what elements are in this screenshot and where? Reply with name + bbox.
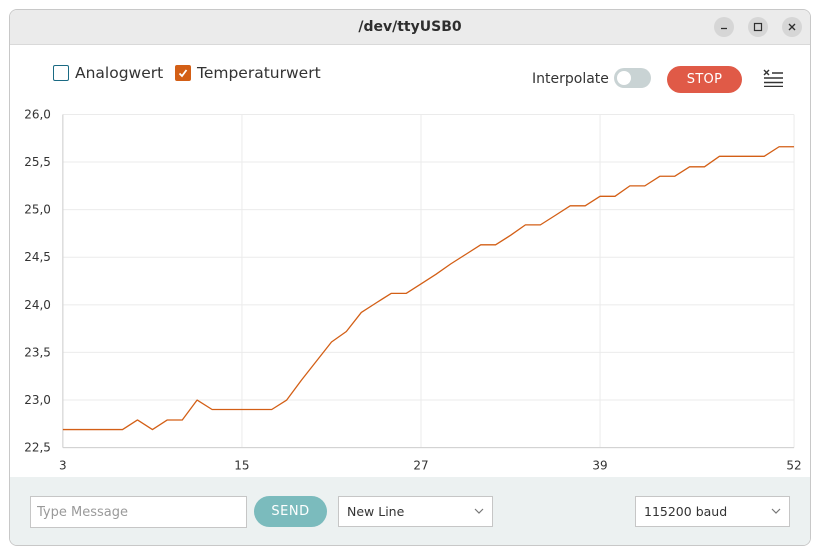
y-tick-label: 23,5 (24, 345, 51, 359)
interpolate-toggle[interactable] (614, 68, 651, 88)
stop-button[interactable]: STOP (667, 66, 742, 93)
plotter-toolbar: Analogwert Temperaturwert Interpolate ST… (10, 45, 810, 103)
checkbox-checked-icon[interactable] (175, 65, 191, 81)
toggle-knob (617, 71, 631, 85)
send-bar: SEND New Line 115200 baud (10, 477, 810, 545)
x-tick-label: 52 (786, 459, 801, 473)
x-tick-label: 15 (234, 459, 249, 473)
message-input[interactable] (30, 496, 247, 528)
y-tick-label: 24,0 (24, 298, 51, 312)
y-tick-label: 25,5 (24, 155, 51, 169)
title-bar: /dev/ttyUSB0 (10, 10, 810, 45)
y-tick-label: 22,5 (24, 441, 51, 455)
line-ending-value: New Line (347, 504, 405, 519)
series-label-temperaturwert: Temperaturwert (197, 64, 321, 82)
send-button[interactable]: SEND (254, 496, 327, 527)
x-tick-label: 27 (413, 459, 428, 473)
y-tick-label: 25,0 (24, 203, 51, 217)
series-toggle-analogwert[interactable]: Analogwert (53, 64, 163, 82)
line-ending-select[interactable]: New Line (338, 496, 493, 527)
chevron-down-icon (771, 508, 781, 514)
x-tick-label: 3 (59, 459, 67, 473)
checkbox-unchecked-icon[interactable] (53, 65, 69, 81)
chevron-down-icon (474, 508, 484, 514)
plot-area: 26,0 25,5 25,0 24,5 24,0 23,5 23,0 22,5 3 15 27 39 5… (24, 107, 801, 473)
clear-list-icon[interactable] (763, 69, 785, 91)
series-label-analogwert: Analogwert (75, 64, 164, 82)
x-tick-label: 39 (592, 459, 607, 473)
series-line-temperaturwert (62, 146, 795, 431)
y-tick-label: 24,5 (24, 250, 51, 264)
baud-rate-select[interactable]: 115200 baud (635, 496, 790, 527)
y-tick-label: 26,0 (24, 107, 51, 121)
series-toggle-temperaturwert[interactable]: Temperaturwert (175, 64, 321, 82)
baud-rate-value: 115200 baud (644, 504, 728, 519)
serial-plotter-window: /dev/ttyUSB0 Analogwert Temperaturwert I… (9, 9, 811, 546)
close-icon[interactable] (782, 17, 802, 37)
window-title: /dev/ttyUSB0 (358, 19, 462, 35)
interpolate-label: Interpolate (532, 71, 609, 87)
maximize-icon[interactable] (748, 17, 768, 37)
minimize-icon[interactable] (714, 17, 734, 37)
y-tick-label: 23,0 (24, 393, 51, 407)
